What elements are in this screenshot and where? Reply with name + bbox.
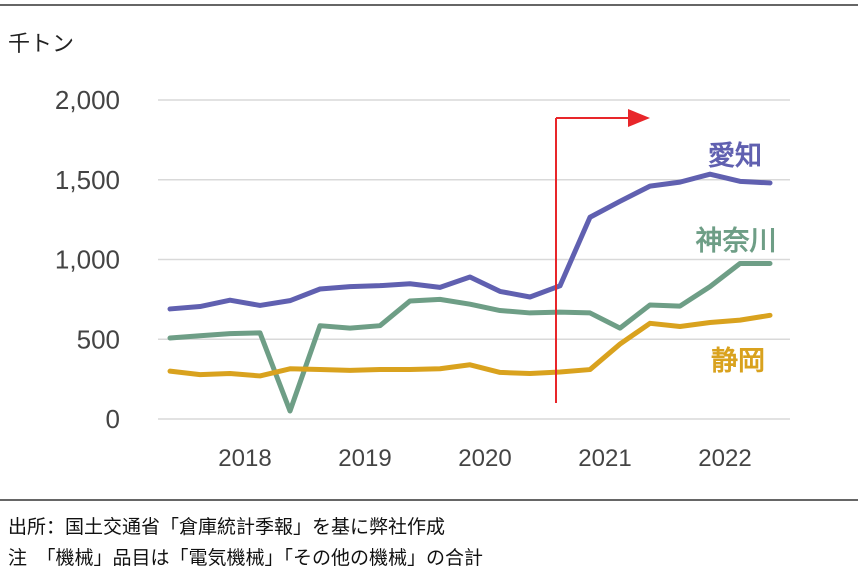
y-axis-tick-labels: 0 500 1,000 1,500 2,000 xyxy=(55,85,120,434)
annotation-arrow xyxy=(555,109,650,403)
source-footnote: 出所：国土交通省「倉庫統計季報」を基に弊社作成 xyxy=(8,516,446,538)
y-tick-label: 500 xyxy=(77,324,120,354)
series-label: 静岡 xyxy=(711,346,765,377)
y-tick-label: 2,000 xyxy=(55,85,120,115)
series-line xyxy=(167,312,773,379)
gridlines xyxy=(158,99,790,420)
x-tick-label: 2021 xyxy=(578,445,631,472)
series-lines xyxy=(167,171,773,414)
note-footnote: 注 「機械」品目は「電気機械」「その他の機械」の合計 xyxy=(8,547,484,569)
series-line xyxy=(167,260,773,414)
y-tick-label: 0 xyxy=(106,404,120,434)
series-label: 神奈川 xyxy=(696,226,777,257)
annotation-arrowhead xyxy=(628,109,650,127)
x-tick-label: 2020 xyxy=(458,445,511,472)
series-line xyxy=(167,171,773,312)
line-chart: 0 500 1,000 1,500 2,000 2018 2019 2020 2021 2022… xyxy=(0,4,858,501)
unit-label: 千トン xyxy=(8,32,75,57)
x-tick-label: 2018 xyxy=(218,445,271,472)
x-tick-label: 2022 xyxy=(698,445,751,472)
series-label: 愛知 xyxy=(708,141,762,172)
y-tick-label: 1,000 xyxy=(55,245,120,275)
x-tick-label: 2019 xyxy=(338,445,391,472)
x-axis-tick-labels: 2018 2019 2020 2021 2022 xyxy=(218,445,751,472)
y-tick-label: 1,500 xyxy=(55,165,120,195)
